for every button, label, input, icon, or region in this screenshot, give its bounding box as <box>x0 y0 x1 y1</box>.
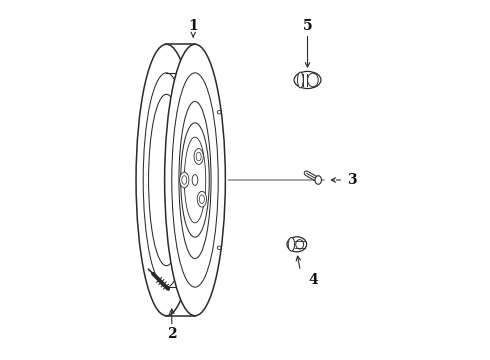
Text: 1: 1 <box>188 19 198 33</box>
Text: 5: 5 <box>303 19 312 33</box>
Ellipse shape <box>179 102 211 258</box>
Text: 3: 3 <box>347 173 357 187</box>
Text: 4: 4 <box>308 273 318 287</box>
Ellipse shape <box>297 72 303 88</box>
Ellipse shape <box>194 149 203 165</box>
Ellipse shape <box>288 238 294 251</box>
Text: 2: 2 <box>167 327 176 341</box>
Ellipse shape <box>197 191 206 207</box>
Ellipse shape <box>294 71 321 89</box>
Ellipse shape <box>165 44 225 316</box>
Ellipse shape <box>315 176 321 184</box>
Ellipse shape <box>181 123 209 237</box>
Ellipse shape <box>192 175 198 185</box>
Ellipse shape <box>287 237 307 252</box>
Ellipse shape <box>180 172 189 188</box>
